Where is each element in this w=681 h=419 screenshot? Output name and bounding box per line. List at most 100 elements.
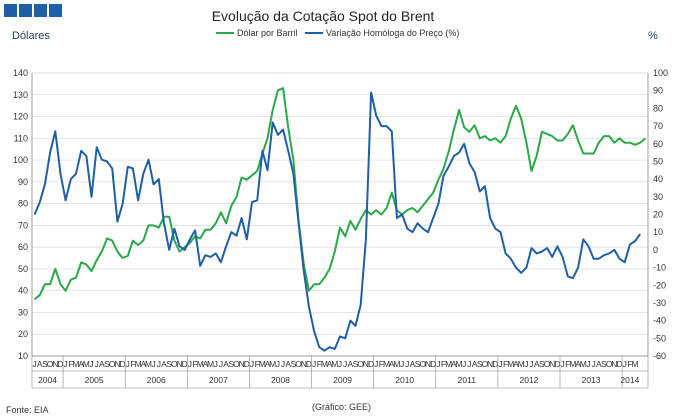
x-year-label: 2013 — [582, 375, 601, 385]
x-month-label: M — [580, 359, 587, 369]
x-month-label: M — [383, 359, 390, 369]
x-month-label: A — [99, 359, 105, 369]
x-month-label: M — [145, 359, 152, 369]
legend-label-variation: Variação Homóloga do Preço (%) — [326, 28, 459, 38]
x-month-label: A — [451, 359, 457, 369]
x-month-label: A — [575, 359, 581, 369]
x-month-label: F — [68, 359, 73, 369]
x-year-label: 2006 — [147, 375, 166, 385]
x-month-label: N — [176, 359, 182, 369]
x-year-label: 2005 — [85, 375, 104, 385]
x-month-label: J — [281, 359, 285, 369]
x-month-label: A — [472, 359, 478, 369]
x-month-label: F — [627, 359, 632, 369]
x-year-label: 2011 — [458, 375, 477, 385]
x-month-label: A — [78, 359, 84, 369]
y-axis-right: -60 -50 -40 -30 -20 -10 0 10 20 30 40 50 60 70 80 90 100 — [653, 68, 668, 361]
x-month-label: M — [269, 359, 276, 369]
x-year-label: 2010 — [395, 375, 414, 385]
x-month-label: M — [331, 359, 338, 369]
x-year-label: 2009 — [333, 375, 352, 385]
x-month-label: J — [467, 359, 471, 369]
x-month-label: J — [157, 359, 161, 369]
x-month-label: F — [192, 359, 197, 369]
x-month-label: M — [83, 359, 90, 369]
x-month-label: O — [544, 359, 551, 369]
y-left-tick-label: 130 — [13, 90, 28, 100]
x-month-label: O — [357, 359, 364, 369]
x-month-label: S — [477, 359, 483, 369]
x-month-label: N — [114, 359, 120, 369]
x-month-label: O — [109, 359, 116, 369]
x-month-label: A — [348, 359, 354, 369]
x-month-label: O — [295, 359, 302, 369]
y-right-tick-label: 50 — [653, 156, 663, 166]
y-left-tick-label: 120 — [13, 112, 28, 122]
x-month-label: D — [492, 359, 498, 369]
x-month-label: D — [57, 359, 63, 369]
y-right-tick-label: -10 — [653, 263, 666, 273]
y-left-tick-label: 110 — [14, 133, 28, 143]
x-month-label: N — [363, 359, 369, 369]
x-month-label: N — [301, 359, 307, 369]
x-month-label: S — [415, 359, 421, 369]
x-month-label: A — [410, 359, 416, 369]
footer-credit: (Gráfico: GEE) — [312, 402, 371, 412]
y-right-tick-label: -20 — [653, 280, 666, 290]
x-month-label: D — [616, 359, 622, 369]
x-month-label: M — [632, 359, 639, 369]
x-month-label: D — [554, 359, 560, 369]
y-right-tick-label: 60 — [653, 139, 663, 149]
x-month-label: J — [436, 359, 440, 369]
x-month-label: S — [228, 359, 234, 369]
y-right-tick-label: -40 — [653, 316, 666, 326]
x-month-label: A — [534, 359, 540, 369]
logo-square — [19, 4, 32, 17]
y-right-tick-label: 80 — [653, 103, 663, 113]
x-month-label: O — [606, 359, 613, 369]
y-right-tick-label: 40 — [653, 174, 663, 184]
x-month-label: M — [569, 359, 576, 369]
x-year-label: 2012 — [519, 375, 538, 385]
x-month-label: A — [161, 359, 167, 369]
x-month-label: J — [462, 359, 466, 369]
x-month-label: O — [482, 359, 489, 369]
x-month-label: F — [379, 359, 384, 369]
x-month-label: A — [513, 359, 519, 369]
x-month-label: S — [601, 359, 607, 369]
x-month-label: J — [126, 359, 130, 369]
x-month-label: J — [592, 359, 596, 369]
logo-square — [49, 4, 62, 17]
footer-source: Fonte: EIA — [6, 405, 49, 415]
y-left-tick-label: 140 — [13, 68, 28, 78]
x-year-label: 2007 — [209, 375, 228, 385]
series-line-variation — [33, 91, 642, 352]
x-month-label: J — [405, 359, 409, 369]
y-right-tick-label: -30 — [653, 298, 666, 308]
x-month-label: D — [244, 359, 250, 369]
x-month-label: J — [400, 359, 404, 369]
x-month-label: S — [353, 359, 359, 369]
y-right-tick-label: -60 — [653, 351, 666, 361]
x-month-label: A — [265, 359, 271, 369]
x-month-label: J — [498, 359, 502, 369]
x-month-label: D — [306, 359, 312, 369]
chart-title: Evolução da Cotação Spot do Brent — [212, 8, 435, 24]
x-month-label: A — [285, 359, 291, 369]
y-axis-left: 10 20 30 40 50 60 70 80 90 100 110 120 130 140 — [13, 68, 28, 361]
y-axis-right-label: % — [648, 30, 658, 42]
x-month-label: A — [223, 359, 229, 369]
x-month-label: O — [420, 359, 427, 369]
x-month-label: J — [64, 359, 68, 369]
x-year-label: 2008 — [271, 375, 290, 385]
logo-square — [4, 4, 17, 17]
x-month-label: J — [95, 359, 99, 369]
x-month-label: D — [430, 359, 436, 369]
x-month-label: J — [524, 359, 528, 369]
x-month-label: J — [250, 359, 254, 369]
y-right-tick-label: 90 — [653, 86, 663, 96]
x-month-label: N — [425, 359, 431, 369]
x-month-label: F — [565, 359, 570, 369]
logo — [4, 4, 62, 17]
x-month-label: J — [214, 359, 218, 369]
